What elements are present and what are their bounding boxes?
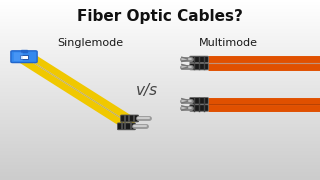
FancyBboxPatch shape (190, 105, 208, 111)
Bar (20, 55, 28, 59)
FancyBboxPatch shape (121, 115, 139, 122)
Text: Multimode: Multimode (198, 38, 257, 48)
Text: Singlemode: Singlemode (58, 38, 124, 48)
FancyBboxPatch shape (190, 98, 208, 104)
Text: v/s: v/s (136, 82, 158, 98)
FancyBboxPatch shape (190, 56, 208, 63)
Bar (21, 50, 27, 52)
FancyBboxPatch shape (190, 63, 208, 70)
Text: Fiber Optic Cables?: Fiber Optic Cables? (77, 9, 243, 24)
FancyBboxPatch shape (11, 51, 37, 63)
FancyBboxPatch shape (14, 53, 23, 61)
FancyBboxPatch shape (117, 123, 135, 130)
